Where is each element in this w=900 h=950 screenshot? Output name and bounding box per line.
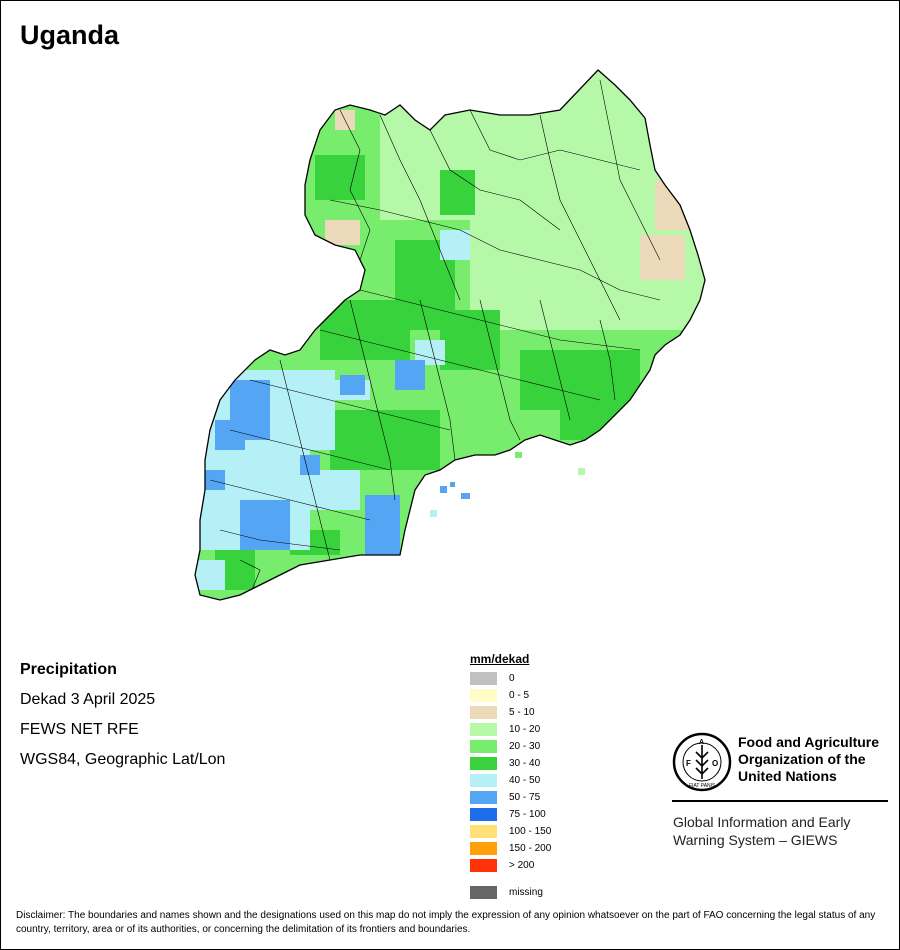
variable-label: Precipitation bbox=[20, 661, 117, 678]
legend-label: 75 - 100 bbox=[509, 809, 546, 820]
zone-30-40-north bbox=[440, 170, 475, 215]
legend-label: 10 - 20 bbox=[509, 724, 541, 735]
zone-5-10-west bbox=[325, 220, 360, 245]
legend-label: 20 - 30 bbox=[509, 741, 541, 752]
fao-logo-a: A bbox=[699, 739, 704, 746]
lake-victoria-islands bbox=[430, 452, 585, 517]
legend-label: missing bbox=[509, 887, 543, 898]
source-label: FEWS NET RFE bbox=[20, 721, 139, 738]
fao-name-line2: Organization of the bbox=[738, 751, 866, 767]
rainfall-zones bbox=[195, 70, 705, 590]
fao-motto: FIAT PANIS bbox=[689, 783, 716, 789]
logo-divider bbox=[672, 800, 888, 802]
legend-swatch bbox=[470, 757, 497, 770]
zone-5-10-east-2 bbox=[640, 235, 685, 280]
legend-label: 30 - 40 bbox=[509, 758, 541, 769]
zone-30-40-southeast bbox=[560, 400, 620, 440]
zone-50-75-southwest bbox=[240, 500, 290, 550]
zone-50-75-w-3 bbox=[340, 375, 365, 395]
legend-label: 0 bbox=[509, 673, 515, 684]
legend-swatch bbox=[470, 825, 497, 838]
zone-30-40-northwest bbox=[315, 155, 365, 200]
fao-logo-f: F bbox=[686, 759, 691, 768]
legend-label: 150 - 200 bbox=[509, 843, 552, 854]
giews-label: Global Information and Early Warning Sys… bbox=[673, 813, 850, 849]
zone-50-75-s-3 bbox=[300, 455, 320, 475]
zone-30-40-west-central bbox=[320, 300, 410, 360]
zone-10-20-northeast bbox=[470, 70, 705, 330]
legend-label: 5 - 10 bbox=[509, 707, 535, 718]
fao-logo-o: O bbox=[712, 759, 718, 768]
map-info: Precipitation Dekad 3 April 2025 FEWS NE… bbox=[20, 655, 225, 775]
legend-swatch bbox=[470, 706, 497, 719]
zone-50-75-sw-2 bbox=[205, 470, 225, 490]
fao-logo: F O A FIAT PANIS Food and Agriculture Or… bbox=[672, 732, 879, 797]
zone-40-50-north bbox=[440, 230, 470, 260]
zone-50-75-west-2 bbox=[215, 420, 245, 450]
period-label: Dekad 3 April 2025 bbox=[20, 691, 156, 708]
legend-swatch bbox=[470, 723, 497, 736]
fao-name-line3: United Nations bbox=[738, 768, 837, 784]
zone-50-75-south bbox=[365, 495, 400, 555]
legend-swatch bbox=[470, 859, 497, 872]
legend-swatch bbox=[470, 842, 497, 855]
legend-swatch bbox=[470, 774, 497, 787]
disclaimer: Disclaimer: The boundaries and names sho… bbox=[16, 910, 876, 935]
giews-line2: Warning System – GIEWS bbox=[673, 832, 838, 848]
legend-label: 40 - 50 bbox=[509, 775, 541, 786]
zone-30-40-lake bbox=[440, 310, 500, 370]
legend-label: 0 - 5 bbox=[509, 690, 530, 701]
legend-swatch bbox=[470, 689, 497, 702]
legend-label: > 200 bbox=[509, 860, 535, 871]
legend-swatch bbox=[470, 808, 497, 821]
map-title: Uganda bbox=[20, 20, 120, 50]
legend-label: 50 - 75 bbox=[509, 792, 541, 803]
giews-line1: Global Information and Early bbox=[673, 814, 851, 830]
legend-swatch bbox=[470, 791, 497, 804]
zone-5-10-east bbox=[655, 180, 700, 230]
legend-swatch bbox=[470, 740, 497, 753]
zone-40-50-far-sw bbox=[195, 560, 225, 590]
fao-emblem-icon: F O A FIAT PANIS bbox=[672, 732, 732, 792]
legend-title: mm/dekad bbox=[470, 652, 530, 666]
zone-40-50-south bbox=[300, 470, 360, 510]
projection-label: WGS84, Geographic Lat/Lon bbox=[20, 751, 226, 768]
legend-label: 100 - 150 bbox=[509, 826, 552, 837]
legend-swatch bbox=[470, 672, 497, 685]
fao-name-line1: Food and Agriculture bbox=[738, 734, 880, 750]
fao-name: Food and Agriculture Organization of the… bbox=[738, 734, 898, 785]
legend-swatch bbox=[470, 886, 497, 899]
legend: mm/dekad 0 0 - 5 5 - 10 10 - 20 20 - 30 30 - … bbox=[470, 652, 551, 899]
uganda-precipitation-map bbox=[194, 69, 706, 601]
district-boundaries bbox=[209, 79, 661, 596]
zone-50-75-central bbox=[395, 360, 425, 390]
